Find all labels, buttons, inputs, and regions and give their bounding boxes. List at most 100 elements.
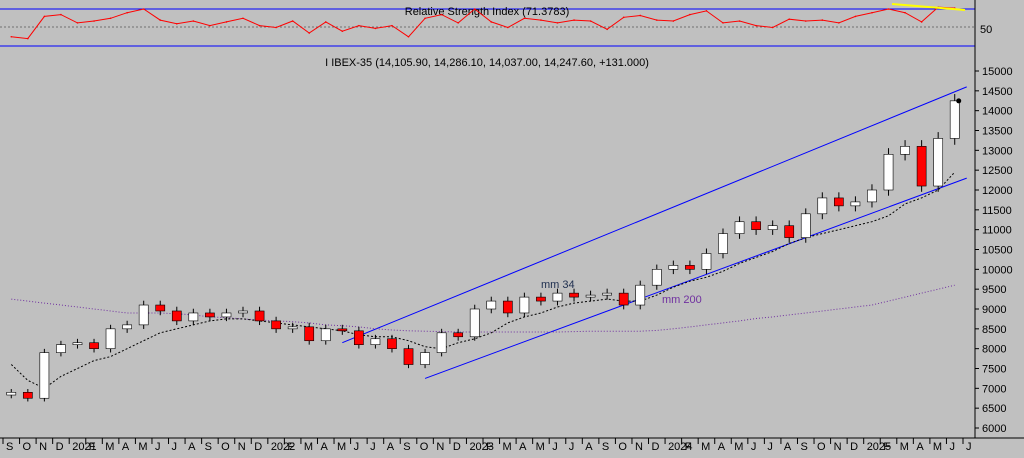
candle-body — [486, 300, 497, 310]
candle-body — [469, 308, 480, 338]
x-tick-label: N — [238, 441, 246, 453]
price-panel: I IBEX-35 (14,105.90, 14,286.10, 14,037.… — [6, 57, 967, 402]
rsi-point — [324, 21, 327, 23]
rsi-panel: Relative Strength Index (71.3783) 50 — [0, 3, 992, 47]
x-tick-label: 2023 — [469, 441, 493, 453]
rsi-point — [606, 28, 608, 31]
x-tick-label: J — [354, 441, 360, 453]
rsi-point — [275, 26, 277, 29]
x-tick-label: S — [6, 441, 13, 453]
candle-body — [519, 296, 530, 314]
rsi-point — [391, 24, 393, 27]
candle-body — [436, 332, 447, 353]
y-tick-label: 9000 — [982, 304, 1006, 316]
candle-body — [320, 328, 331, 342]
x-tick-label: A — [519, 441, 527, 453]
y-tick-label: 12500 — [982, 165, 1013, 177]
y-tick-label: 13500 — [982, 126, 1013, 138]
rsi-point — [258, 24, 261, 27]
x-tick-label: J — [172, 441, 178, 453]
x-tick-label: O — [817, 441, 826, 453]
candle-body — [254, 310, 265, 322]
x-tick-label: D — [453, 441, 461, 453]
rsi-trend-line — [891, 3, 966, 11]
candle-body — [238, 310, 248, 314]
candle-body — [767, 225, 778, 230]
rsi-point — [76, 22, 79, 24]
rsi-point — [705, 10, 708, 12]
price-title: I IBEX-35 (14,105.90, 14,286.10, 14,037.… — [325, 57, 649, 69]
x-tick-label: F — [287, 441, 294, 453]
mm34-line — [10, 171, 956, 389]
rsi-point — [225, 21, 228, 23]
rsi-point — [358, 24, 360, 27]
channel-lower-line — [424, 177, 967, 379]
y-axis: 6000 6500 7000 7500 8000 8500 9000 9500 10000 105… — [974, 0, 1013, 438]
y-tick-label: 14000 — [982, 106, 1013, 118]
x-tick-label: D — [652, 441, 660, 453]
x-tick-label: S — [800, 441, 807, 453]
x-tick-label: N — [39, 441, 47, 453]
x-tick-label: M — [503, 441, 512, 453]
rsi-point — [209, 24, 211, 27]
candle-body — [304, 326, 315, 342]
candle-body — [569, 292, 579, 298]
rsi-point — [308, 32, 311, 34]
x-tick-label: N — [834, 441, 842, 453]
candle-body — [536, 296, 546, 302]
rsi-point — [142, 8, 145, 10]
candle-body — [867, 189, 877, 203]
rsi-tick-label: 50 — [980, 24, 992, 36]
rsi-point — [159, 19, 162, 21]
x-tick-label: D — [850, 441, 858, 453]
y-tick-label: 12000 — [982, 185, 1013, 197]
candle-body — [354, 330, 364, 346]
x-tick-label: F — [486, 441, 493, 453]
x-tick-label: A — [387, 441, 395, 453]
rsi-point — [175, 23, 178, 25]
candle-body — [751, 221, 761, 230]
rsi-point — [291, 20, 294, 22]
candle-body — [850, 201, 861, 207]
candle-body — [602, 292, 612, 296]
mm200-line — [11, 284, 955, 333]
rsi-point — [440, 13, 443, 16]
candle-body — [22, 391, 33, 399]
x-tick-label: M — [138, 441, 147, 453]
candle-body — [817, 197, 828, 215]
x-tick-label: J — [767, 441, 773, 453]
candle-body — [205, 312, 215, 318]
candle-body — [618, 292, 629, 306]
x-tick-label: A — [718, 441, 726, 453]
y-tick-label: 10500 — [982, 245, 1013, 257]
candle-body — [685, 265, 695, 270]
candle-body — [916, 146, 927, 187]
x-tick-label: D — [56, 441, 64, 453]
candle-body — [6, 391, 17, 396]
x-tick-label: N — [635, 441, 643, 453]
rsi-point — [424, 17, 426, 20]
x-tick-label: J — [751, 441, 757, 453]
y-tick-label: 7000 — [982, 383, 1006, 395]
y-tick-label: 14500 — [982, 86, 1013, 98]
x-tick-label: 2021 — [72, 441, 96, 453]
rsi-point — [755, 24, 757, 27]
candle-body — [287, 326, 298, 330]
rsi-marks — [10, 6, 956, 40]
y-tick-label: 7500 — [982, 364, 1006, 376]
x-tick-label: F — [883, 441, 890, 453]
rsi-point — [639, 14, 642, 17]
rsi-point — [126, 11, 128, 14]
rsi-point — [738, 20, 741, 22]
rsi-point — [407, 35, 410, 38]
rsi-point — [457, 22, 459, 24]
x-tick-label: M — [933, 441, 942, 453]
candle-body — [585, 294, 596, 298]
rsi-point — [821, 19, 824, 21]
y-tick-label: 8500 — [982, 324, 1006, 336]
rsi-point — [672, 20, 675, 22]
candle-body — [403, 348, 414, 365]
x-tick-label: 2024 — [668, 441, 692, 453]
rsi-point — [722, 22, 724, 24]
